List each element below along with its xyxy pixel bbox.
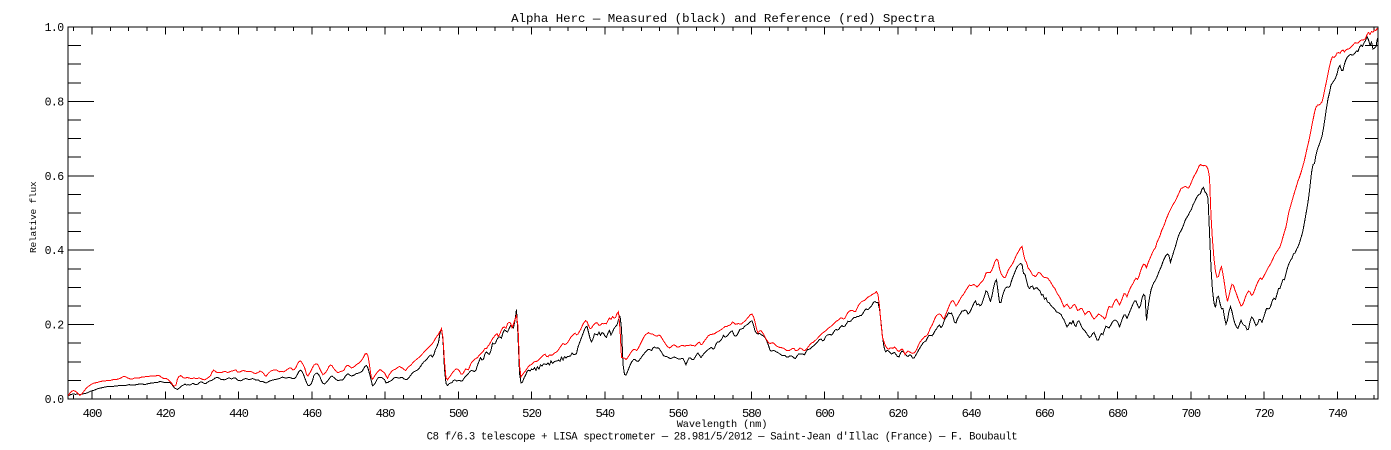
svg-text:660: 660 xyxy=(1035,407,1054,421)
svg-text:540: 540 xyxy=(595,407,614,421)
svg-text:480: 480 xyxy=(376,407,395,421)
svg-text:680: 680 xyxy=(1108,407,1127,421)
svg-text:1.0: 1.0 xyxy=(45,22,65,35)
svg-text:720: 720 xyxy=(1255,407,1274,421)
svg-text:520: 520 xyxy=(522,407,541,421)
svg-text:700: 700 xyxy=(1181,407,1200,421)
svg-text:640: 640 xyxy=(962,407,981,421)
svg-text:Relative flux: Relative flux xyxy=(28,181,39,253)
svg-text:500: 500 xyxy=(449,407,468,421)
svg-text:0.0: 0.0 xyxy=(45,394,65,407)
svg-text:460: 460 xyxy=(302,407,321,421)
svg-text:580: 580 xyxy=(742,407,761,421)
svg-text:440: 440 xyxy=(229,407,248,421)
svg-text:0.2: 0.2 xyxy=(45,320,65,333)
svg-text:420: 420 xyxy=(156,407,175,421)
svg-text:Wavelength (nm): Wavelength (nm) xyxy=(677,419,767,431)
svg-text:C8 f/6.3 telescope + LISA spec: C8 f/6.3 telescope + LISA spectrometer —… xyxy=(427,432,1018,444)
svg-text:0.6: 0.6 xyxy=(45,171,65,184)
svg-text:0.8: 0.8 xyxy=(45,96,65,109)
svg-text:620: 620 xyxy=(888,407,907,421)
svg-text:Alpha Herc — Measured (black): Alpha Herc — Measured (black) and Refere… xyxy=(511,12,935,26)
svg-text:560: 560 xyxy=(669,407,688,421)
svg-text:600: 600 xyxy=(815,407,834,421)
svg-text:0.4: 0.4 xyxy=(45,245,65,258)
svg-text:740: 740 xyxy=(1328,407,1347,421)
svg-text:400: 400 xyxy=(83,407,102,421)
